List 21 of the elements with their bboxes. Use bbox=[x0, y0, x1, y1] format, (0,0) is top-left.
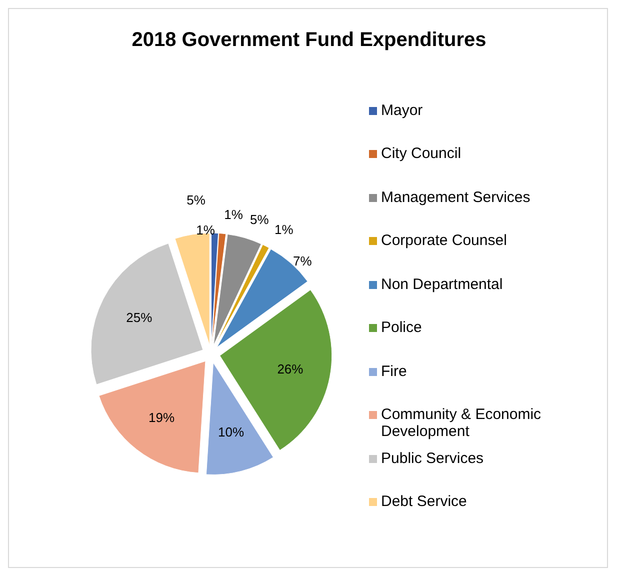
legend-label: Public Services bbox=[381, 450, 484, 466]
data-label: 1% bbox=[274, 222, 294, 237]
legend-label: Debt Service bbox=[381, 493, 467, 510]
data-label: 26% bbox=[277, 362, 304, 377]
legend-label: Corporate Counsel bbox=[381, 232, 507, 249]
legend-label: Mayor bbox=[381, 102, 423, 118]
data-label: 1% bbox=[196, 222, 216, 238]
legend-label: Management Services bbox=[381, 188, 530, 206]
legend-label: Fire bbox=[381, 362, 407, 380]
data-label: 7% bbox=[293, 253, 312, 268]
data-label: 10% bbox=[218, 424, 244, 440]
legend-label: Community & Economic Development bbox=[381, 406, 542, 440]
legend-label: Police bbox=[381, 319, 422, 336]
legend-label: Non Departmental bbox=[381, 276, 503, 292]
data-label: 5% bbox=[186, 192, 206, 208]
legend-label: City Council bbox=[381, 145, 462, 162]
data-label: 19% bbox=[148, 410, 176, 426]
data-label: 25% bbox=[126, 310, 153, 325]
data-label: 1% bbox=[224, 207, 244, 222]
data-label: 5% bbox=[250, 212, 270, 228]
chart-title: 2018 Government Fund Expenditures bbox=[130, 29, 488, 52]
